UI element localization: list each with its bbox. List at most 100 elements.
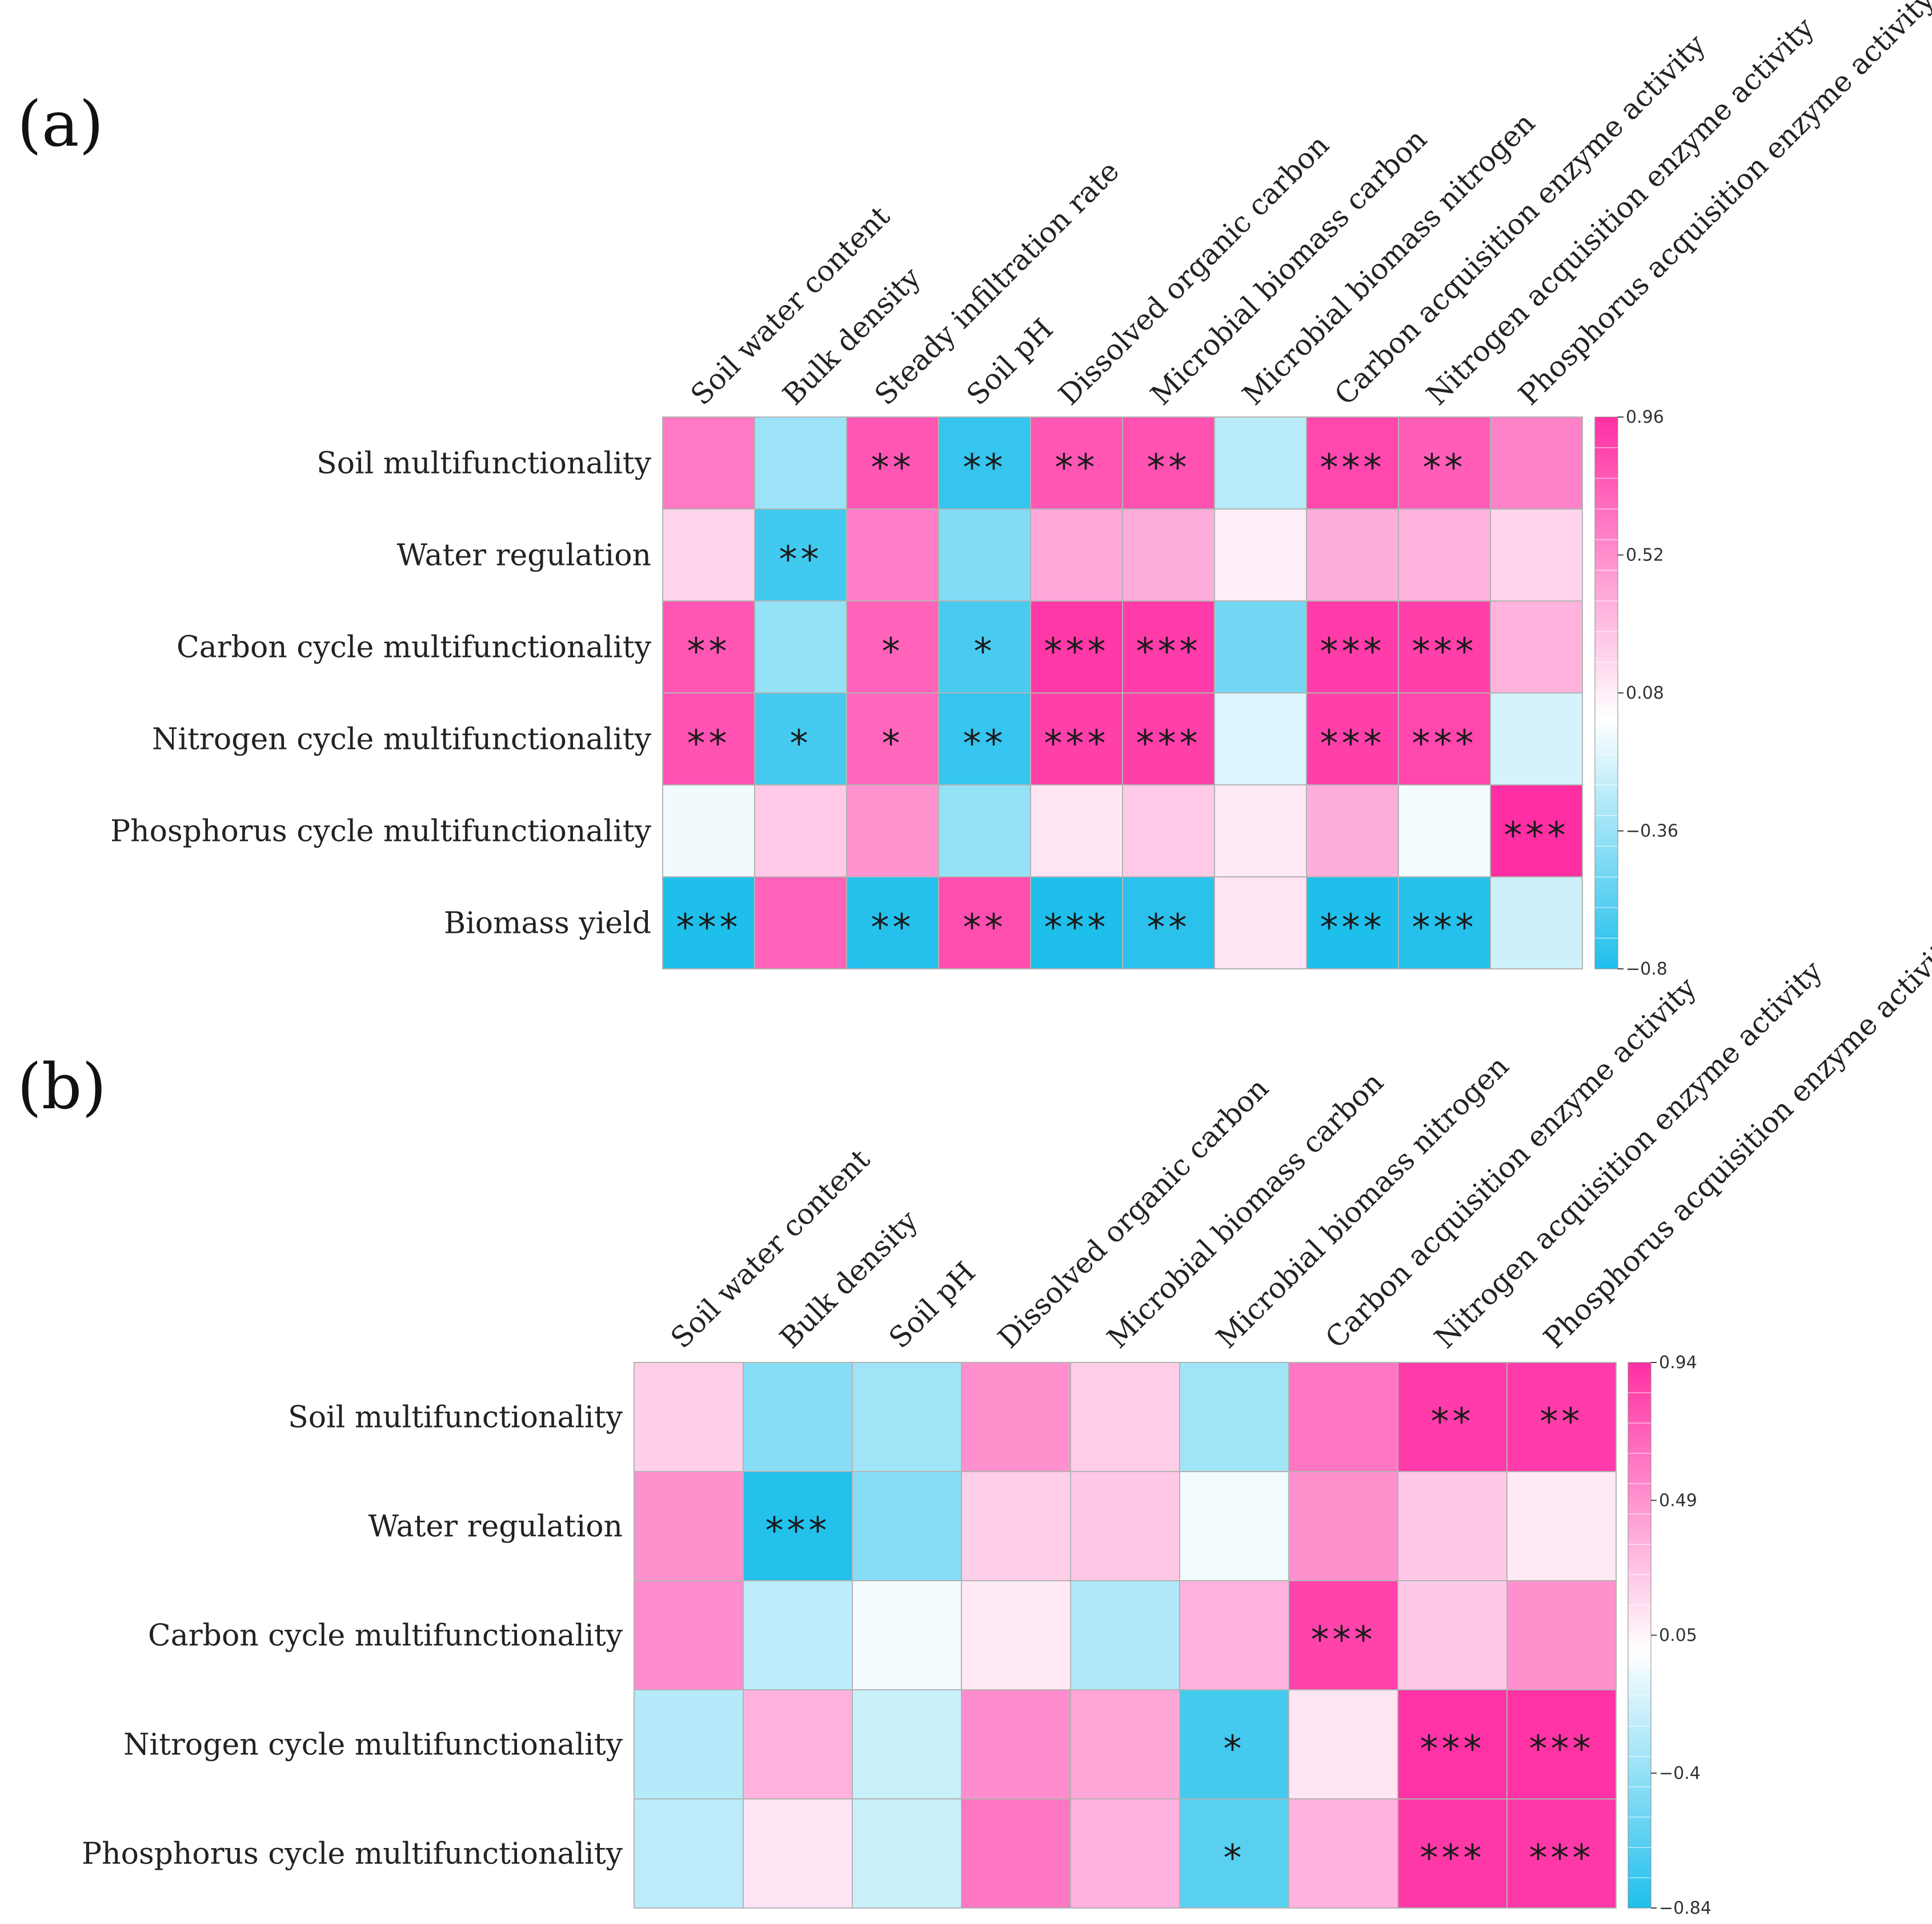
heatmap-cell xyxy=(1306,876,1399,969)
significance-label: *** xyxy=(1420,1838,1485,1880)
heatmap-cell xyxy=(1398,784,1491,877)
heatmap-cell xyxy=(852,1689,962,1799)
significance-label: ** xyxy=(1055,447,1099,490)
heatmap-cell xyxy=(1122,692,1215,785)
heatmap-cell xyxy=(1030,416,1123,510)
heatmap-cell xyxy=(961,1689,1071,1799)
significance-label: ** xyxy=(1147,447,1191,490)
significance-label: *** xyxy=(1320,447,1385,490)
colorbar-tick-label: −0.8 xyxy=(1626,959,1668,979)
heatmap-cell xyxy=(846,692,939,785)
heatmap-cell xyxy=(634,1471,744,1581)
heatmap-cell xyxy=(938,692,1031,785)
column-label: Phosphorus acquisition enzyme activity xyxy=(1537,926,1932,1355)
heatmap-cell xyxy=(743,1362,853,1472)
heatmap-cell xyxy=(1288,1689,1398,1799)
colorbar-tick-label: 0.96 xyxy=(1626,407,1664,427)
heatmap-cell xyxy=(634,1798,744,1909)
significance-label: * xyxy=(882,723,904,765)
colorbar-tick-label: 0.52 xyxy=(1626,546,1664,566)
heatmap-cell xyxy=(1122,784,1215,877)
heatmap-cell xyxy=(1030,508,1123,602)
heatmap-cell xyxy=(938,600,1031,694)
significance-label: *** xyxy=(1412,723,1477,765)
significance-label: ** xyxy=(1147,907,1191,949)
significance-label: *** xyxy=(1412,907,1477,949)
heatmap-cell xyxy=(1306,692,1399,785)
heatmap-cell xyxy=(1288,1798,1398,1909)
panel-label: (b) xyxy=(17,1050,106,1123)
heatmap-cell xyxy=(1179,1798,1289,1909)
significance-label: ** xyxy=(1423,447,1466,490)
heatmap-cell xyxy=(1397,1362,1508,1472)
significance-label: *** xyxy=(1044,907,1109,949)
heatmap-cell xyxy=(1306,416,1399,510)
significance-label: * xyxy=(974,631,996,674)
heatmap-cell xyxy=(1122,508,1215,602)
significance-label: ** xyxy=(1540,1401,1584,1444)
heatmap-cell xyxy=(1398,416,1491,510)
heatmap-cell xyxy=(754,600,847,694)
significance-label: *** xyxy=(1320,631,1385,674)
row-label: Nitrogen cycle multifunctionality xyxy=(123,1728,623,1762)
heatmap-cell xyxy=(634,1362,744,1472)
heatmap-cell xyxy=(743,1580,853,1690)
heatmap-cell xyxy=(1030,876,1123,969)
heatmap-cell xyxy=(846,876,939,969)
heatmap-cell xyxy=(662,416,755,510)
heatmap-cell xyxy=(1214,784,1307,877)
heatmap-cell xyxy=(1306,508,1399,602)
heatmap-cell xyxy=(1490,508,1583,602)
column-label: Phosphorus acquisition enzyme activity xyxy=(1512,0,1932,411)
significance-label: * xyxy=(1224,1838,1245,1880)
heatmap-cell xyxy=(1306,600,1399,694)
column-label: Nitrogen acquisition enzyme activity xyxy=(1428,954,1829,1354)
significance-label: ** xyxy=(779,539,823,582)
row-label: Soil multifunctionality xyxy=(288,1401,623,1435)
heatmap-cell xyxy=(1398,508,1491,602)
column-label: Carbon acquisition enzyme activity xyxy=(1319,971,1703,1354)
significance-label: *** xyxy=(1044,631,1109,674)
heatmap-cell xyxy=(754,784,847,877)
row-label: Phosphorus cycle multifunctionality xyxy=(82,1837,623,1871)
heatmap-cell xyxy=(1490,416,1583,510)
column-label: Soil water content xyxy=(664,1143,876,1355)
heatmap-cell xyxy=(852,1471,962,1581)
heatmap-cell xyxy=(846,416,939,510)
heatmap-cell xyxy=(852,1798,962,1909)
row-label: Soil multifunctionality xyxy=(316,447,652,481)
colorbar-tick-label: 0.05 xyxy=(1659,1626,1697,1646)
significance-label: * xyxy=(1224,1729,1245,1771)
heatmap-cell xyxy=(938,784,1031,877)
heatmap-cell xyxy=(754,416,847,510)
heatmap-cell xyxy=(662,784,755,877)
heatmap-cell xyxy=(1306,784,1399,877)
colorbar-tick-label: 0.49 xyxy=(1659,1490,1697,1510)
significance-label: ** xyxy=(687,631,731,674)
heatmap-cell xyxy=(852,1580,962,1690)
significance-label: *** xyxy=(1320,907,1385,949)
heatmap-cell xyxy=(743,1471,853,1581)
significance-label: *** xyxy=(1136,723,1201,765)
heatmap-cell xyxy=(754,876,847,969)
heatmap-cell xyxy=(1179,1580,1289,1690)
heatmap-cell xyxy=(961,1580,1071,1690)
heatmap-cell xyxy=(1397,1580,1508,1690)
significance-label: *** xyxy=(1136,631,1201,674)
heatmap-cell xyxy=(1398,692,1491,785)
heatmap-cell xyxy=(1070,1580,1180,1690)
heatmap-cell xyxy=(754,692,847,785)
significance-label: ** xyxy=(963,447,1007,490)
heatmap-cell xyxy=(1288,1580,1398,1690)
heatmap-cell xyxy=(846,508,939,602)
colorbar-tick-label: 0.08 xyxy=(1626,683,1664,703)
column-label: Carbon acquisition enzyme activity xyxy=(1328,27,1712,411)
heatmap-cell xyxy=(1506,1471,1617,1581)
heatmap-cell xyxy=(1490,600,1583,694)
significance-label: ** xyxy=(871,907,915,949)
heatmap-cell xyxy=(662,600,755,694)
significance-label: ** xyxy=(687,723,731,765)
significance-label: *** xyxy=(1529,1729,1594,1771)
column-label: Soil pH xyxy=(883,1256,982,1355)
